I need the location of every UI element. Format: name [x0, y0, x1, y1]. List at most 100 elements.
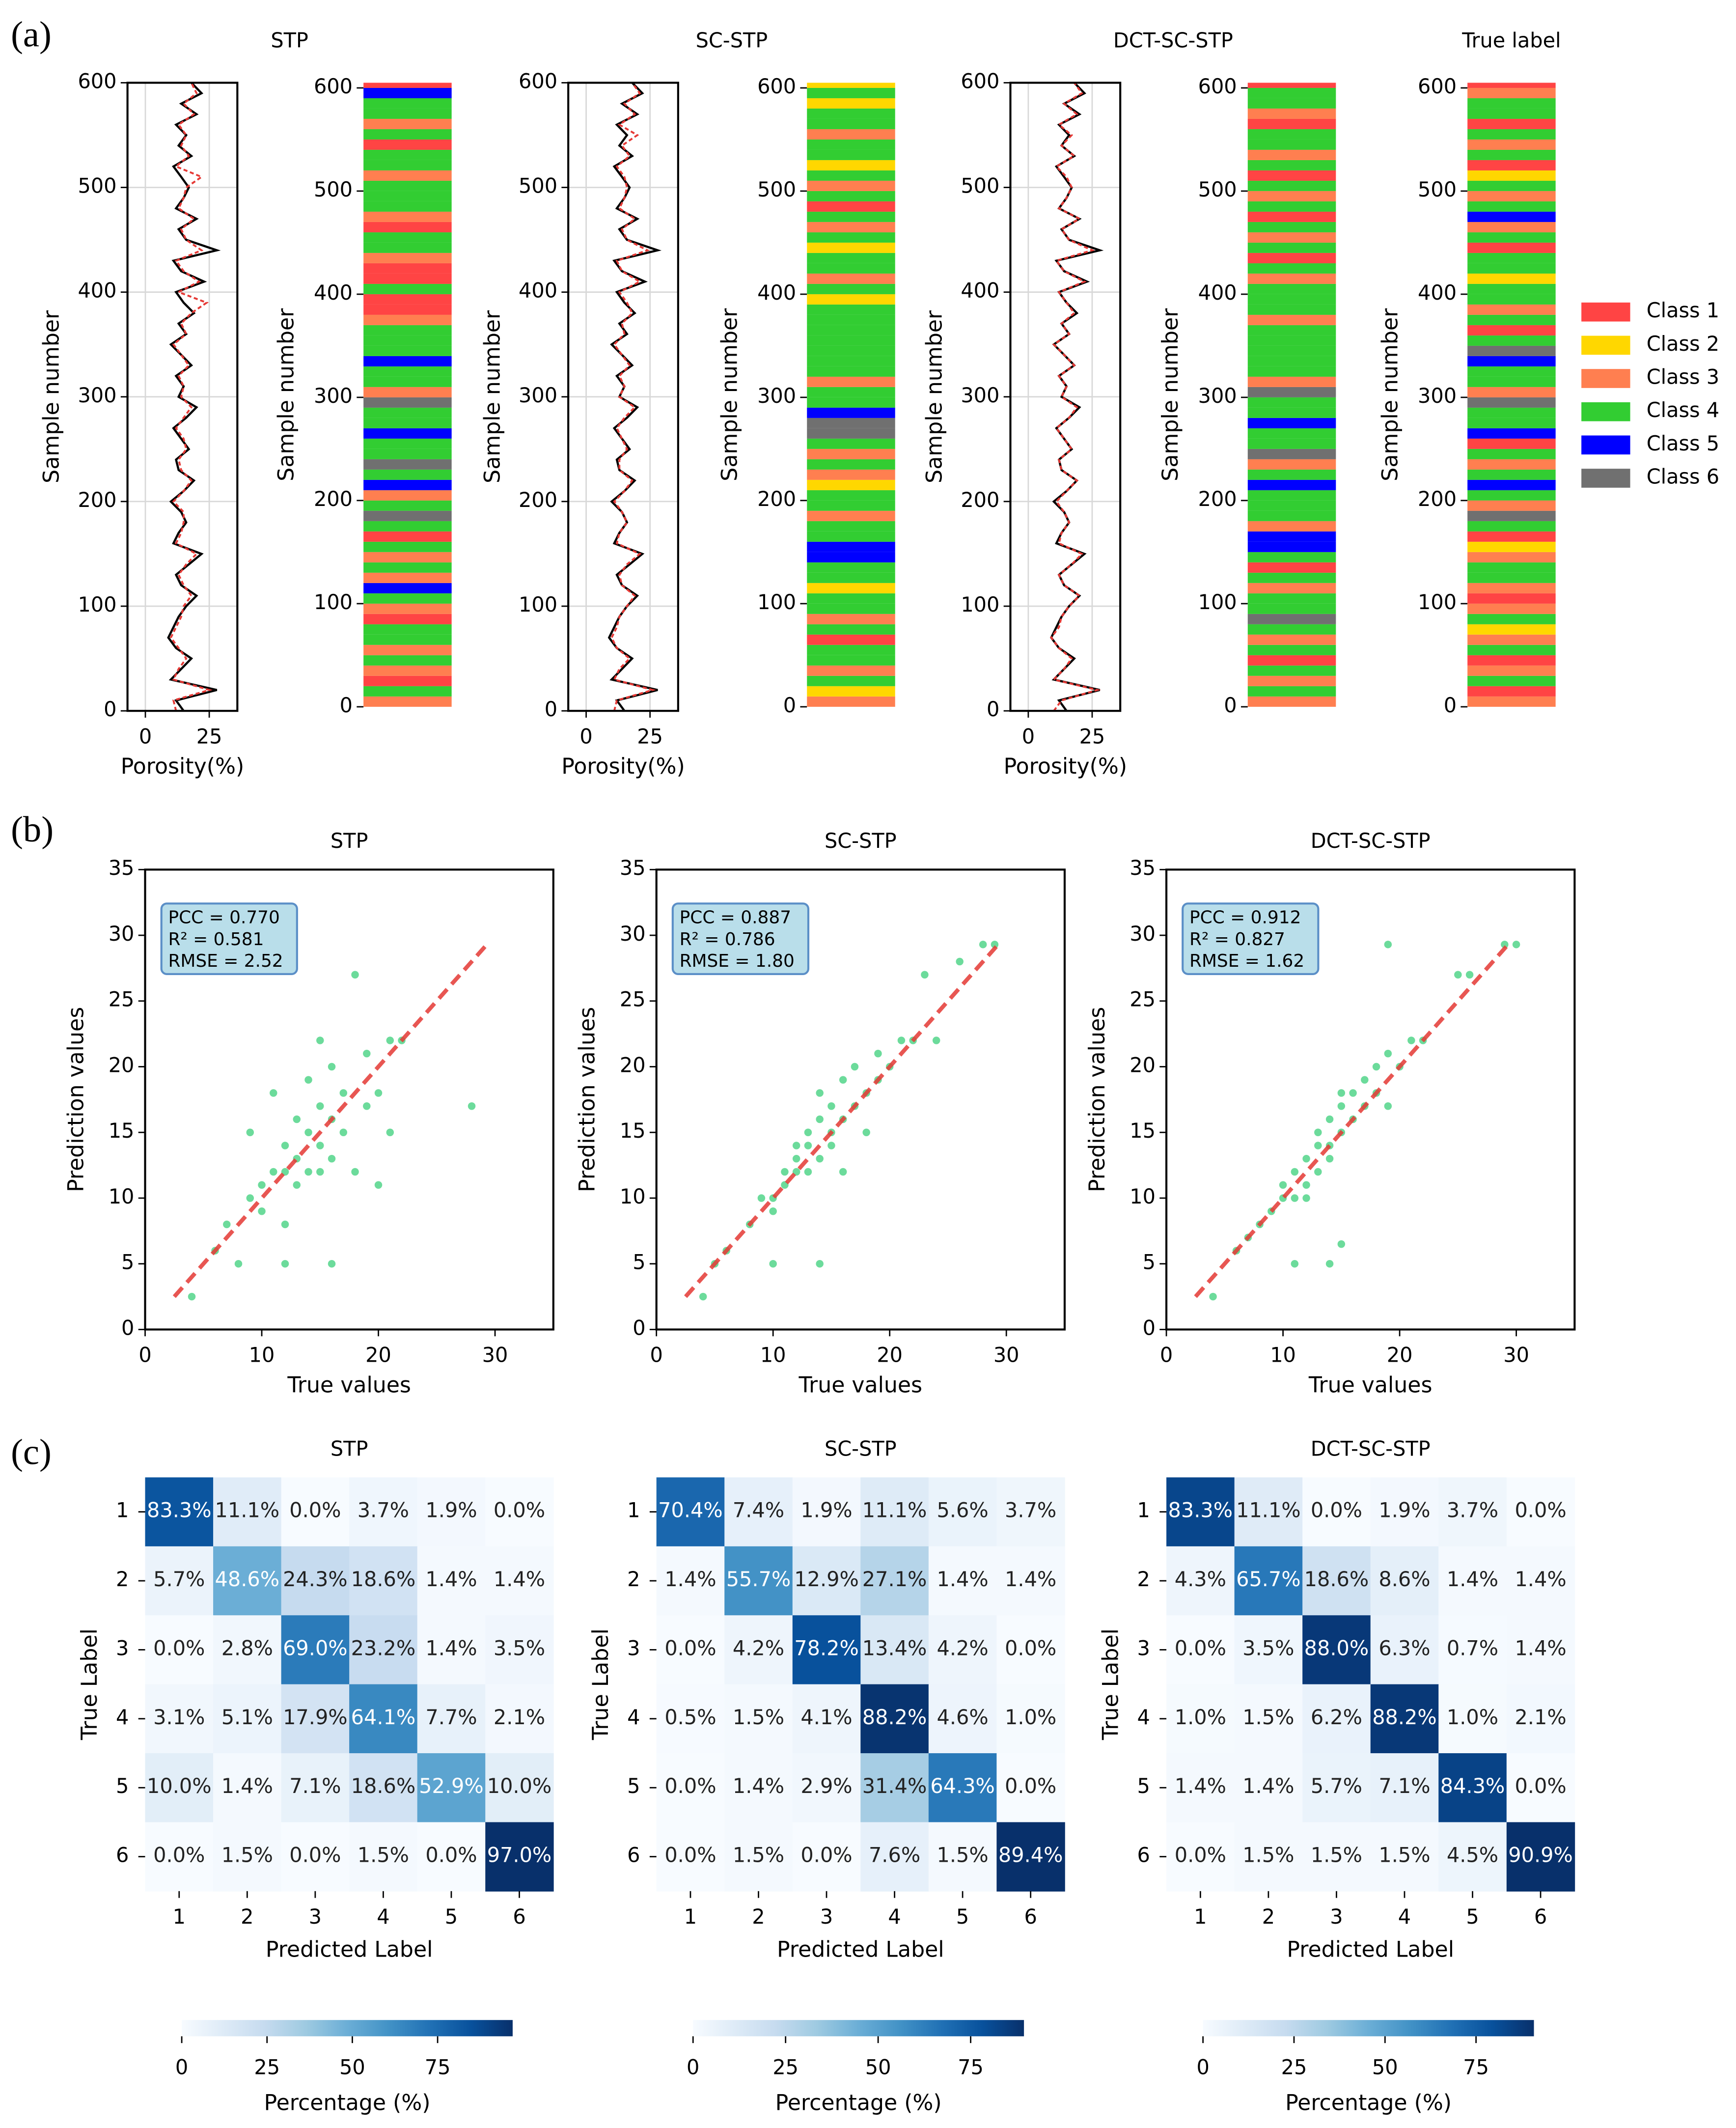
y-tick-label: 15: [620, 1119, 646, 1143]
scatter-point: [956, 957, 964, 966]
colorbar-tick-label: 75: [425, 2056, 451, 2079]
class-band: [1467, 366, 1556, 377]
heatmap-cell: [1370, 1546, 1439, 1616]
class-band: [363, 510, 452, 521]
cell-label: 1.4%: [1515, 1568, 1566, 1591]
cell-label: 90.9%: [1508, 1844, 1573, 1867]
heatmap-cell: [281, 1546, 350, 1616]
x-tick-label: 25: [1079, 725, 1105, 748]
class-band: [363, 149, 452, 160]
scatter-point: [827, 1102, 835, 1110]
x-tick-label: 1: [1194, 1905, 1207, 1929]
cell-label: 1.5%: [1242, 1706, 1294, 1729]
class-band: [1467, 108, 1556, 119]
y-axis-label: True Label: [1099, 1628, 1124, 1740]
scatter-point: [258, 1181, 266, 1189]
heatmap-cell: [281, 1477, 350, 1547]
legend-swatch: [1581, 469, 1630, 488]
y-tick-label: 100: [1198, 590, 1237, 614]
scatter-point: [1302, 1154, 1310, 1163]
class-band: [363, 366, 452, 377]
heatmap-cell: [1438, 1822, 1507, 1892]
annotation-text: R² = 0.827: [1189, 929, 1285, 950]
cell-label: 0.0%: [1515, 1774, 1566, 1798]
class-band: [1247, 603, 1336, 614]
heatmap-cell: [656, 1546, 725, 1616]
class-band: [363, 211, 452, 222]
cell-label: 3.5%: [1242, 1636, 1294, 1660]
class-band: [1467, 356, 1556, 366]
y-tick-label: 600: [1418, 75, 1457, 98]
y-tick-label: 6: [1137, 1844, 1150, 1867]
cell-label: 4.1%: [800, 1706, 852, 1729]
y-axis-label: Sample number: [1158, 308, 1183, 481]
y-tick-label: 0: [1224, 694, 1237, 717]
class-band: [1247, 160, 1336, 170]
class-band: [1247, 500, 1336, 511]
heatmap-cell: [213, 1753, 282, 1823]
class-band: [363, 191, 452, 201]
class-band: [807, 655, 895, 666]
heatmap-cell: [1302, 1684, 1371, 1754]
class-band: [363, 222, 452, 232]
class-band: [807, 376, 895, 387]
class-band: [1247, 232, 1336, 243]
x-axis-label: Predicted Label: [777, 1937, 944, 1962]
cell-label: 1.5%: [221, 1844, 273, 1867]
y-tick-label: 500: [78, 174, 116, 198]
x-tick-label: 20: [877, 1344, 903, 1367]
cell-label: 1.4%: [1447, 1568, 1498, 1591]
scatter-point: [699, 1292, 707, 1301]
cell-label: 83.3%: [147, 1499, 212, 1522]
heatmap-cell: [996, 1822, 1065, 1892]
y-tick-label: 20: [1130, 1053, 1156, 1077]
scatter-point: [1302, 1194, 1310, 1202]
scatter-point: [804, 1168, 812, 1176]
y-tick-label: 5: [1137, 1774, 1150, 1798]
class-band: [1247, 325, 1336, 336]
heatmap-cell: [656, 1753, 725, 1823]
class-band: [1467, 644, 1556, 655]
legend-label: Class 2: [1647, 332, 1719, 356]
class-band: [1247, 469, 1336, 480]
class-band: [1247, 283, 1336, 294]
class-band: [807, 438, 895, 449]
y-tick-label: 5: [627, 1774, 640, 1798]
heatmap-cell: [792, 1753, 861, 1823]
class-band: [807, 552, 895, 562]
class-band: [1467, 510, 1556, 521]
x-tick-label: 10: [249, 1344, 275, 1367]
colorbar: [693, 2020, 1024, 2037]
class-band: [363, 345, 452, 356]
heatmap-cell: [349, 1753, 418, 1823]
y-tick-label: 10: [620, 1185, 646, 1208]
cell-label: 1.4%: [1175, 1774, 1226, 1798]
heatmap-cell: [1234, 1684, 1303, 1754]
heatmap-cell: [928, 1822, 997, 1892]
class-band: [807, 222, 895, 232]
chart-title: True label: [1461, 29, 1561, 53]
colorbar: [1203, 2020, 1534, 2037]
cell-label: 7.4%: [733, 1499, 784, 1522]
scatter-point: [769, 1260, 777, 1268]
class-band: [1247, 459, 1336, 470]
y-tick-label: 6: [116, 1844, 129, 1867]
class-band: [1467, 397, 1556, 408]
class-band: [807, 696, 895, 707]
scatter-point: [328, 1154, 336, 1163]
class-band: [1247, 583, 1336, 593]
trace-line: [169, 82, 213, 711]
cell-label: 3.7%: [1447, 1499, 1498, 1522]
x-tick-label: 3: [820, 1905, 833, 1929]
heatmap-cell: [213, 1822, 282, 1892]
class-band: [1247, 345, 1336, 356]
class-band: [1247, 83, 1336, 88]
class-band: [363, 170, 452, 181]
heatmap-cell: [724, 1546, 793, 1616]
heatmap-cell: [928, 1684, 997, 1754]
class-band: [1467, 428, 1556, 439]
scatter-point: [757, 1194, 766, 1202]
heatmap-cell: [1438, 1753, 1507, 1823]
y-tick-label: 400: [961, 279, 999, 303]
colorbar-label: Percentage (%): [1285, 2090, 1452, 2115]
